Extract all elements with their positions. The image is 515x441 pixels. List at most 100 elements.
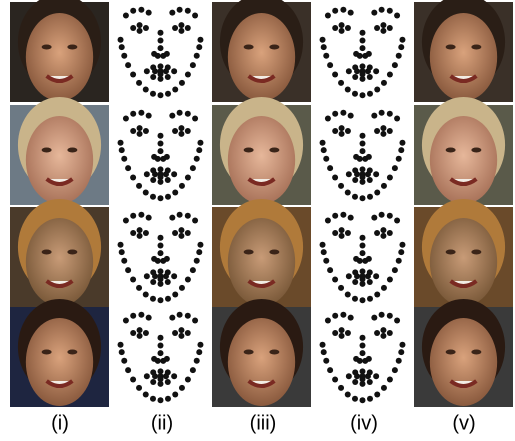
landmark-dot [137, 131, 143, 137]
landmark-dot [177, 312, 183, 318]
landmark-dot [185, 330, 191, 336]
landmark-dot [143, 25, 149, 31]
mouth [47, 179, 73, 184]
landmark-dot [163, 171, 169, 177]
landmark-dot [152, 273, 158, 279]
landmark-dot [387, 376, 393, 382]
landmark-dot [367, 279, 373, 285]
landmark-dot [178, 227, 184, 233]
landmark-dot [325, 318, 331, 324]
landmark-dot [136, 183, 142, 189]
landmark-dot [194, 53, 200, 59]
eye [269, 350, 279, 355]
landmark-dot [352, 279, 358, 285]
landmark-dot [352, 194, 358, 200]
landmark-dot [138, 312, 144, 318]
landmark-dot [196, 349, 202, 355]
landmark-dot [150, 396, 156, 402]
landmark-dot [177, 212, 183, 218]
landmark-image [111, 2, 210, 102]
landmark-dot [396, 258, 402, 264]
landmark-dot [339, 28, 345, 34]
eye [42, 250, 52, 255]
face [26, 116, 93, 204]
landmark-dot [158, 174, 164, 180]
landmark-dot [146, 10, 152, 16]
landmark-dot [321, 349, 327, 355]
landmark-dot [144, 273, 150, 279]
mouth [451, 381, 477, 386]
landmark-dot [190, 62, 196, 68]
landmark-dot [381, 80, 387, 86]
landmark-dot [387, 276, 393, 282]
landmark-dot [379, 212, 385, 218]
landmark-dot [398, 147, 404, 153]
landmark-dot [172, 128, 178, 134]
eye [42, 350, 52, 355]
face-image [212, 199, 311, 307]
landmark-dot [345, 291, 351, 297]
landmark-image [313, 105, 412, 205]
landmark-dot [178, 131, 184, 137]
landmark-dot [379, 110, 385, 116]
landmark-dot [158, 37, 164, 43]
face-image [10, 199, 109, 307]
landmark-dot [323, 258, 329, 264]
landmark-dot [374, 391, 380, 397]
landmark-dot [392, 367, 398, 373]
landmark-dot [178, 125, 184, 131]
landmark-dot [150, 74, 156, 80]
landmark-dot [178, 28, 184, 34]
landmark-dot [339, 333, 345, 339]
landmark-dot [394, 218, 400, 224]
landmark-dot [143, 391, 149, 397]
landmark-dot [381, 385, 387, 391]
face [26, 318, 93, 406]
landmark-dot [373, 68, 379, 74]
landmark-dot [172, 291, 178, 297]
landmark-dot [366, 154, 372, 160]
landmark-dot [178, 22, 184, 28]
landmark-dot [320, 242, 326, 248]
landmark-dot [365, 273, 371, 279]
landmark-dot [367, 296, 373, 302]
landmark-dot [374, 291, 380, 297]
landmark-dot [185, 71, 191, 77]
landmark-dot [325, 13, 331, 19]
face [430, 218, 497, 306]
landmark-dot [392, 62, 398, 68]
column-label: (iii) [250, 412, 277, 434]
landmark-image [313, 2, 412, 102]
landmark-dot [158, 235, 164, 241]
landmark-dot [130, 376, 136, 382]
landmark-dot [380, 131, 386, 137]
landmark-dot [396, 156, 402, 162]
landmark-dot [394, 318, 400, 324]
landmark-dot [325, 218, 331, 224]
landmark-dot [118, 342, 124, 348]
landmark-dot [185, 25, 191, 31]
landmark-dot [158, 276, 164, 282]
landmark-dot [178, 233, 184, 239]
landmark-dot [143, 86, 149, 92]
landmark-dot [155, 53, 161, 59]
face-image [212, 97, 311, 205]
mouth [249, 179, 275, 184]
landmark-dot [179, 385, 185, 391]
landmark-dot [352, 177, 358, 183]
landmark-dot [143, 330, 149, 336]
landmark-dot [360, 148, 366, 154]
landmark-dot [352, 396, 358, 402]
landmark-dot [152, 68, 158, 74]
landmark-dot [365, 373, 371, 379]
mouth [249, 281, 275, 286]
landmark-dot [321, 147, 327, 153]
mouth [249, 381, 275, 386]
landmark-dot [178, 327, 184, 333]
eye [446, 45, 456, 50]
landmark-dot [387, 71, 393, 77]
landmark-dot [150, 91, 156, 97]
landmark-dot [119, 44, 125, 50]
landmark-dot [352, 296, 358, 302]
landmark-dot [185, 8, 191, 14]
